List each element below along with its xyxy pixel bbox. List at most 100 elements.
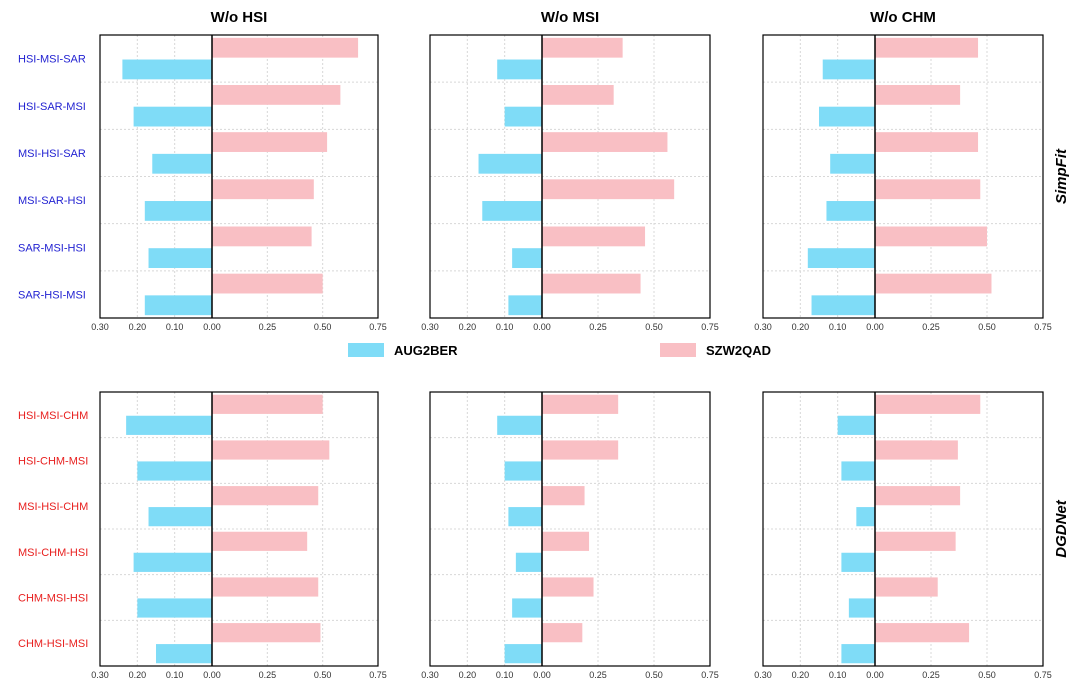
bar-aug2ber bbox=[504, 106, 542, 127]
bar-szw2qad bbox=[212, 273, 323, 294]
x-tick-label: 0.75 bbox=[701, 322, 719, 332]
bar-aug2ber bbox=[515, 552, 542, 572]
panel-0-0: 0.30 0.20 0.10 0.00 0.25 0.50 0.75 HSI-MSI-SAR H… bbox=[18, 34, 387, 332]
x-tick-label: 0.30 bbox=[421, 322, 439, 332]
bar-aug2ber bbox=[807, 248, 875, 269]
bar-szw2qad bbox=[875, 577, 938, 597]
category-label: HSI-MSI-SAR bbox=[18, 54, 86, 66]
x-tick-label: 0.75 bbox=[1034, 322, 1052, 332]
bar-aug2ber bbox=[512, 248, 542, 269]
row-titles: SimpFit DGDNet bbox=[1053, 148, 1070, 558]
x-tick-label: 0.75 bbox=[701, 670, 719, 680]
bar-szw2qad bbox=[875, 132, 979, 152]
category-label: MSI-HSI-SAR bbox=[18, 148, 86, 160]
bar-aug2ber bbox=[133, 552, 212, 572]
legend-label: SZW2QAD bbox=[706, 343, 771, 358]
bar-aug2ber bbox=[512, 598, 542, 618]
bar-aug2ber bbox=[497, 415, 542, 435]
bar-szw2qad bbox=[542, 132, 668, 152]
category-label: CHM-HSI-MSI bbox=[18, 638, 88, 650]
x-tick-label: 0.30 bbox=[754, 670, 772, 680]
x-tick-label: 0.30 bbox=[754, 322, 772, 332]
x-tick-label: 0.75 bbox=[369, 322, 387, 332]
bar-szw2qad bbox=[212, 394, 323, 414]
bar-aug2ber bbox=[811, 295, 875, 316]
bar-aug2ber bbox=[126, 415, 212, 435]
x-tick-label: 0.00 bbox=[866, 322, 884, 332]
bar-szw2qad bbox=[542, 226, 646, 247]
x-tick-label: 0.20 bbox=[459, 670, 477, 680]
x-tick-label: 0.00 bbox=[866, 670, 884, 680]
bar-aug2ber bbox=[148, 507, 212, 527]
bar-szw2qad bbox=[875, 623, 970, 643]
column-title: W/o MSI bbox=[541, 9, 599, 26]
bar-aug2ber bbox=[504, 644, 542, 664]
bar-szw2qad bbox=[542, 577, 594, 597]
legend-swatch bbox=[660, 343, 696, 357]
category-label: HSI-MSI-CHM bbox=[18, 410, 88, 422]
bar-szw2qad bbox=[542, 273, 641, 294]
bar-szw2qad bbox=[542, 531, 590, 551]
x-tick-label: 0.50 bbox=[978, 322, 996, 332]
category-label: MSI-HSI-CHM bbox=[18, 501, 88, 513]
category-label: MSI-SAR-HSI bbox=[18, 195, 86, 207]
bar-szw2qad bbox=[875, 440, 958, 460]
bar-aug2ber bbox=[508, 295, 542, 316]
panel-1-1: 0.30 0.20 0.10 0.00 0.25 0.50 0.75 bbox=[421, 391, 719, 680]
panel-frame bbox=[429, 391, 711, 667]
bar-szw2qad bbox=[875, 37, 979, 58]
x-tick-label: 0.25 bbox=[922, 322, 940, 332]
bar-szw2qad bbox=[212, 84, 341, 105]
category-label: SAR-MSI-HSI bbox=[18, 242, 86, 254]
x-tick-label: 0.10 bbox=[166, 322, 184, 332]
x-tick-label: 0.10 bbox=[829, 670, 847, 680]
bar-aug2ber bbox=[856, 507, 875, 527]
bar-szw2qad bbox=[542, 84, 614, 105]
bar-szw2qad bbox=[875, 531, 956, 551]
panel-0-1: 0.30 0.20 0.10 0.00 0.25 0.50 0.75 bbox=[421, 34, 719, 332]
x-tick-label: 0.00 bbox=[203, 670, 221, 680]
x-tick-label: 0.10 bbox=[496, 670, 514, 680]
bar-aug2ber bbox=[137, 461, 212, 481]
bar-aug2ber bbox=[837, 415, 875, 435]
bar-aug2ber bbox=[133, 106, 212, 127]
category-label: SAR-HSI-MSI bbox=[18, 289, 86, 301]
panel-1-0: 0.30 0.20 0.10 0.00 0.25 0.50 0.75 HSI-MSI-CHM H… bbox=[18, 391, 387, 680]
x-tick-label: 0.50 bbox=[978, 670, 996, 680]
x-tick-label: 0.25 bbox=[259, 322, 277, 332]
bar-aug2ber bbox=[137, 598, 212, 618]
x-tick-label: 0.30 bbox=[91, 322, 109, 332]
bar-aug2ber bbox=[830, 153, 875, 174]
x-tick-label: 0.20 bbox=[129, 322, 147, 332]
bar-szw2qad bbox=[542, 179, 675, 200]
bar-szw2qad bbox=[212, 623, 321, 643]
bar-szw2qad bbox=[542, 37, 623, 58]
x-tick-label: 0.00 bbox=[533, 670, 551, 680]
category-label: MSI-CHM-HSI bbox=[18, 547, 88, 559]
bar-aug2ber bbox=[841, 552, 875, 572]
bar-aug2ber bbox=[156, 644, 212, 664]
x-tick-label: 0.75 bbox=[1034, 670, 1052, 680]
bar-szw2qad bbox=[212, 37, 359, 58]
x-tick-label: 0.50 bbox=[314, 670, 332, 680]
x-tick-label: 0.00 bbox=[203, 322, 221, 332]
x-tick-label: 0.25 bbox=[589, 670, 607, 680]
x-tick-label: 0.30 bbox=[421, 670, 439, 680]
bar-szw2qad bbox=[875, 394, 981, 414]
x-tick-label: 0.50 bbox=[645, 322, 663, 332]
panel-0-2: 0.30 0.20 0.10 0.00 0.25 0.50 0.75 bbox=[754, 34, 1052, 332]
x-tick-label: 0.00 bbox=[533, 322, 551, 332]
x-tick-label: 0.30 bbox=[91, 670, 109, 680]
bar-szw2qad bbox=[212, 179, 314, 200]
x-tick-label: 0.20 bbox=[792, 322, 810, 332]
legend-label: AUG2BER bbox=[394, 343, 458, 358]
bar-aug2ber bbox=[148, 248, 212, 269]
bar-aug2ber bbox=[841, 644, 875, 664]
bar-szw2qad bbox=[212, 132, 328, 152]
panel-frame bbox=[99, 34, 379, 319]
x-tick-label: 0.10 bbox=[496, 322, 514, 332]
bar-szw2qad bbox=[875, 226, 987, 247]
bar-szw2qad bbox=[212, 577, 319, 597]
x-tick-label: 0.50 bbox=[314, 322, 332, 332]
